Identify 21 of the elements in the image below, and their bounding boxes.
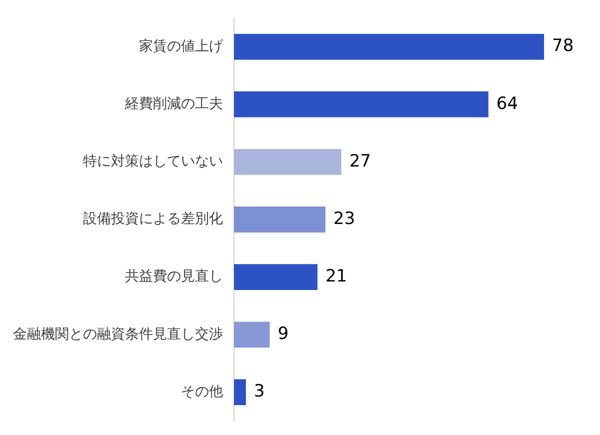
y-tick-label: 金融機関との融資条件見直し交渉	[13, 326, 223, 342]
data-label: 9	[278, 324, 289, 344]
y-tick-label: 設備投資による差別化	[83, 211, 223, 228]
y-tick-label: 家賃の値上げ	[139, 38, 224, 54]
y-tick-label: 経費削減の工夫	[124, 96, 223, 112]
bar	[234, 206, 326, 232]
data-label: 3	[254, 382, 265, 402]
y-tick-label: 共益費の見直し	[125, 268, 223, 285]
data-label: 27	[349, 151, 371, 172]
data-label: 23	[333, 208, 356, 229]
y-tick-label: 特に対策はしていない	[83, 154, 223, 170]
bar	[234, 91, 488, 118]
data-label: 21	[325, 266, 348, 286]
bar	[234, 148, 342, 175]
y-tick-label: その他	[181, 384, 223, 400]
data-label: 64	[496, 94, 518, 114]
bar	[234, 379, 246, 406]
bar	[234, 322, 270, 348]
bar	[234, 264, 318, 290]
bar	[234, 34, 544, 60]
data-label: 78	[552, 36, 574, 56]
